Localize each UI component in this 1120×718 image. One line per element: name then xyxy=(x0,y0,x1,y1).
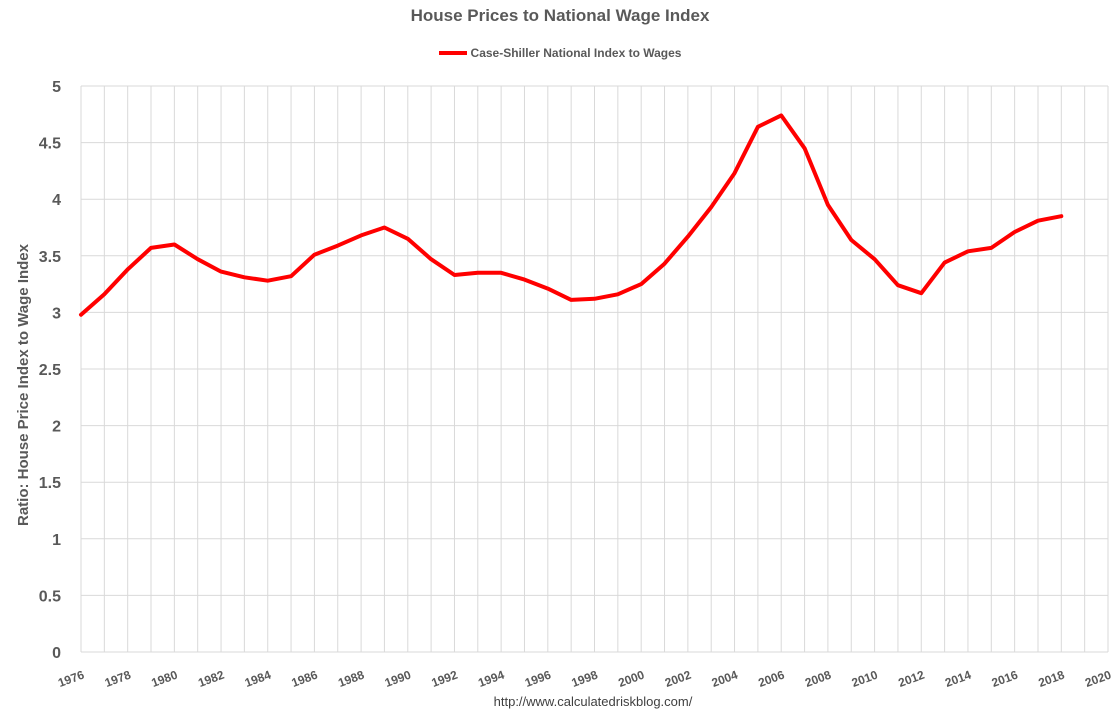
x-tick-label: 2010 xyxy=(850,668,880,690)
data-point xyxy=(196,257,200,261)
data-point xyxy=(266,279,270,283)
x-tick-label: 2008 xyxy=(803,668,833,690)
x-tick-label: 2014 xyxy=(943,668,973,690)
y-tick-label: 4 xyxy=(52,192,61,209)
data-point xyxy=(476,271,480,275)
x-tick-label: 1986 xyxy=(290,668,320,690)
data-point xyxy=(126,267,130,271)
data-point xyxy=(779,113,783,117)
data-point xyxy=(756,125,760,129)
data-point xyxy=(1036,219,1040,223)
data-point xyxy=(219,270,223,274)
data-point xyxy=(569,298,573,302)
x-tick-label: 2012 xyxy=(896,668,926,690)
data-point xyxy=(663,262,667,266)
data-point xyxy=(826,203,830,207)
y-tick-label: 2.5 xyxy=(39,362,61,379)
chart-title: House Prices to National Wage Index xyxy=(410,6,710,25)
x-tick-label: 2004 xyxy=(710,668,740,690)
y-tick-label: 2 xyxy=(52,419,61,436)
x-tick-label: 1984 xyxy=(243,668,273,690)
data-point xyxy=(79,313,83,317)
data-point xyxy=(499,271,503,275)
x-tick-label: 1992 xyxy=(430,668,460,690)
data-point xyxy=(593,297,597,301)
x-tick-label: 1996 xyxy=(523,668,553,690)
legend-label: Case-Shiller National Index to Wages xyxy=(470,46,682,60)
data-point xyxy=(359,233,363,237)
x-tick-label: 1990 xyxy=(383,668,413,690)
y-tick-label: 1 xyxy=(52,532,61,549)
source-url: http://www.calculatedriskblog.com/ xyxy=(493,694,693,709)
data-point xyxy=(242,275,246,279)
y-tick-label: 3.5 xyxy=(39,249,61,266)
x-tick-label: 1980 xyxy=(150,668,180,690)
data-point xyxy=(1013,230,1017,234)
data-point xyxy=(873,257,877,261)
y-tick-label: 5 xyxy=(52,79,61,96)
data-point xyxy=(149,246,153,250)
data-point xyxy=(966,249,970,253)
series-line xyxy=(79,113,1064,317)
y-tick-label: 3 xyxy=(52,305,61,322)
data-point xyxy=(312,253,316,257)
x-tick-label: 2020 xyxy=(1083,668,1113,690)
x-tick-label: 1982 xyxy=(196,668,226,690)
data-point xyxy=(709,205,713,209)
x-tick-label: 2002 xyxy=(663,668,693,690)
y-tick-label: 0 xyxy=(52,645,61,662)
data-point xyxy=(522,278,526,282)
x-tick-label: 1978 xyxy=(103,668,133,690)
y-tick-label: 0.5 xyxy=(39,588,61,605)
data-point xyxy=(336,244,340,248)
x-tick-label: 1994 xyxy=(476,668,506,690)
data-point xyxy=(1059,214,1063,218)
y-tick-label: 1.5 xyxy=(39,475,61,492)
data-point xyxy=(803,146,807,150)
data-point xyxy=(733,171,737,175)
x-tick-label: 1988 xyxy=(336,668,366,690)
x-tick-label: 2000 xyxy=(616,668,646,690)
legend-swatch xyxy=(438,50,467,55)
data-point xyxy=(429,257,433,261)
data-point xyxy=(102,292,106,296)
legend: Case-Shiller National Index to Wages xyxy=(0,46,1120,60)
data-point xyxy=(452,273,456,277)
x-tick-label: 2006 xyxy=(756,668,786,690)
data-point xyxy=(546,287,550,291)
data-point xyxy=(172,242,176,246)
data-point xyxy=(382,226,386,230)
data-point xyxy=(289,274,293,278)
data-point xyxy=(849,238,853,242)
data-point xyxy=(639,282,643,286)
data-point xyxy=(989,246,993,250)
y-tick-label: 4.5 xyxy=(39,136,61,153)
data-point xyxy=(919,291,923,295)
data-point xyxy=(406,237,410,241)
data-point xyxy=(616,292,620,296)
data-point xyxy=(943,261,947,265)
data-point xyxy=(686,235,690,239)
x-tick-label: 1998 xyxy=(570,668,600,690)
x-tick-label: 2018 xyxy=(1036,668,1066,690)
x-tick-label: 2016 xyxy=(990,668,1020,690)
data-point xyxy=(896,283,900,287)
x-tick-label: 1976 xyxy=(56,668,86,690)
y-axis-label: Ratio: House Price Index to Wage Index xyxy=(15,243,32,526)
